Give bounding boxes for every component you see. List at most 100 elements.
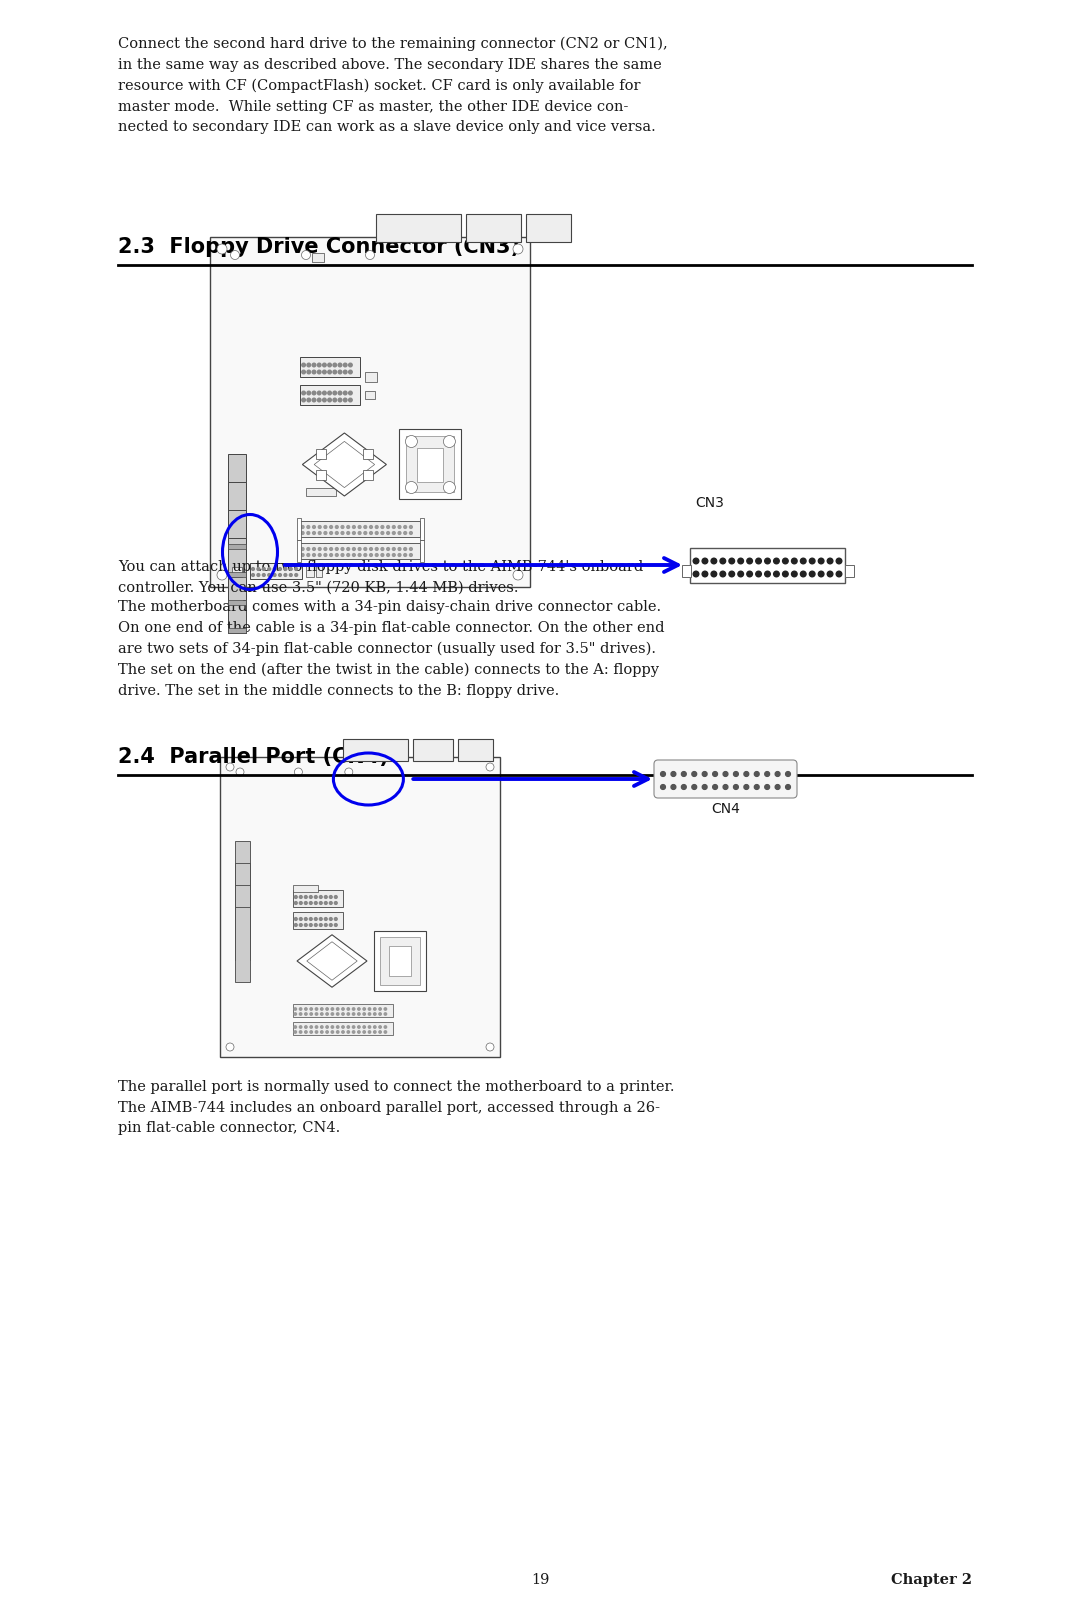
Circle shape [341,526,343,529]
Circle shape [273,568,276,571]
Circle shape [335,918,337,920]
Circle shape [237,767,244,775]
Circle shape [295,767,302,775]
Text: 19: 19 [530,1573,550,1586]
Circle shape [335,902,337,905]
Circle shape [765,558,770,564]
Circle shape [307,553,310,556]
Circle shape [343,391,347,394]
Circle shape [368,1025,370,1028]
Circle shape [333,370,337,373]
Circle shape [392,548,395,550]
Circle shape [305,1032,307,1033]
Circle shape [376,553,378,556]
Circle shape [309,895,312,899]
Circle shape [341,1012,345,1015]
Circle shape [729,558,734,564]
Circle shape [328,397,332,402]
Circle shape [332,1012,334,1015]
Circle shape [369,526,373,529]
Circle shape [329,918,333,920]
Circle shape [379,1007,381,1011]
Circle shape [310,1032,312,1033]
Circle shape [365,250,375,260]
Circle shape [309,902,312,905]
Circle shape [754,772,759,777]
Circle shape [319,548,321,550]
Circle shape [295,923,297,926]
Bar [306,564,314,577]
Circle shape [374,1032,376,1033]
Circle shape [323,370,326,373]
Circle shape [364,553,367,556]
Circle shape [294,1025,297,1028]
Circle shape [349,370,352,373]
Text: The parallel port is normally used to connect the motherboard to a printer.
The : The parallel port is normally used to co… [118,1080,675,1135]
Bar [374,931,426,991]
Bar [316,470,326,480]
Circle shape [279,574,282,576]
Circle shape [323,397,326,402]
Circle shape [368,1012,370,1015]
Circle shape [783,571,788,577]
Bar [235,863,249,938]
Circle shape [765,772,770,777]
Circle shape [775,785,780,790]
Circle shape [363,1007,365,1011]
Circle shape [392,553,395,556]
Bar [306,488,336,496]
Circle shape [312,526,315,529]
Circle shape [262,568,266,571]
Circle shape [363,1032,365,1033]
Circle shape [257,568,260,571]
Circle shape [333,391,337,394]
Circle shape [384,1025,387,1028]
Bar [228,482,246,577]
Bar [235,840,249,916]
Circle shape [409,548,413,550]
Circle shape [404,548,406,550]
Circle shape [661,772,665,777]
Circle shape [347,526,350,529]
Circle shape [309,918,312,920]
Circle shape [329,548,333,550]
Circle shape [711,558,717,564]
Bar [377,214,461,242]
Circle shape [368,1032,370,1033]
Circle shape [299,923,302,926]
Circle shape [312,363,315,367]
Circle shape [724,772,728,777]
Circle shape [336,553,338,556]
Circle shape [384,1007,387,1011]
Circle shape [381,526,383,529]
Circle shape [307,391,311,394]
Circle shape [338,370,341,373]
Circle shape [352,532,355,534]
Circle shape [319,532,321,534]
Text: CN3: CN3 [696,496,724,509]
Circle shape [409,532,413,534]
Circle shape [819,571,824,577]
Circle shape [324,923,327,926]
Circle shape [711,571,717,577]
Circle shape [352,1032,355,1033]
Text: CN4: CN4 [711,801,740,816]
Circle shape [671,785,676,790]
Circle shape [320,895,322,899]
Circle shape [318,397,321,402]
Circle shape [217,569,227,581]
Bar [228,573,246,577]
Circle shape [773,571,780,577]
Bar [235,886,249,960]
Circle shape [352,1012,355,1015]
Circle shape [343,397,347,402]
Bar [363,449,373,459]
Circle shape [328,391,332,394]
Circle shape [324,895,327,899]
Bar [297,540,300,561]
Circle shape [312,553,315,556]
Circle shape [320,918,322,920]
Circle shape [347,548,350,550]
Bar [299,357,360,376]
Circle shape [315,1032,318,1033]
